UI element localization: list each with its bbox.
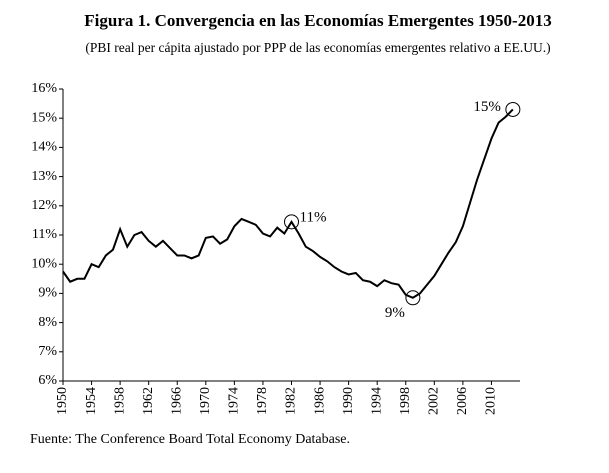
chart-title: Figura 1. Convergencia en las Economías … — [84, 11, 551, 30]
annotation-label: 15% — [473, 99, 501, 115]
y-tick-label: 10% — [31, 256, 57, 271]
y-tick-label: 13% — [31, 169, 57, 184]
x-tick-label: 2002 — [427, 387, 442, 415]
y-tick-label: 8% — [38, 315, 57, 330]
y-tick-label: 15% — [31, 110, 57, 125]
y-tick-label: 7% — [38, 344, 57, 359]
source-note: Fuente: The Conference Board Total Econo… — [30, 432, 350, 447]
x-tick-label: 1986 — [312, 387, 327, 415]
x-tick-label: 1978 — [255, 387, 270, 415]
x-tick-label: 1990 — [341, 387, 356, 415]
y-tick-label: 16% — [31, 81, 57, 96]
x-tick-label: 1966 — [169, 387, 184, 415]
y-tick-label: 14% — [31, 140, 57, 155]
x-tick-label: 1954 — [84, 387, 99, 415]
x-tick-label: 1958 — [112, 387, 127, 415]
annotation-label: 11% — [300, 209, 327, 225]
x-tick-label: 2010 — [484, 387, 499, 415]
x-tick-label: 2006 — [455, 387, 470, 415]
y-tick-label: 9% — [38, 286, 57, 301]
x-tick-label: 1950 — [55, 387, 70, 415]
line-series — [62, 108, 514, 299]
x-tick-label: 1994 — [369, 387, 384, 415]
x-tick-label: 1974 — [227, 387, 242, 415]
y-tick-label: 6% — [38, 373, 57, 388]
y-tick-label: 11% — [32, 227, 57, 242]
y-tick-label: 12% — [31, 198, 57, 213]
chart-subtitle: (PBI real per cápita ajustado por PPP de… — [85, 40, 550, 55]
annotation-circle — [405, 290, 421, 306]
x-tick-label: 1982 — [284, 387, 299, 415]
annotation-circle — [284, 214, 299, 230]
annotation-label: 9% — [385, 305, 405, 321]
x-tick-label: 1962 — [141, 387, 156, 415]
x-tick-label: 1970 — [198, 387, 213, 415]
annotation-circle — [505, 101, 521, 117]
x-tick-label: 1998 — [398, 387, 413, 415]
